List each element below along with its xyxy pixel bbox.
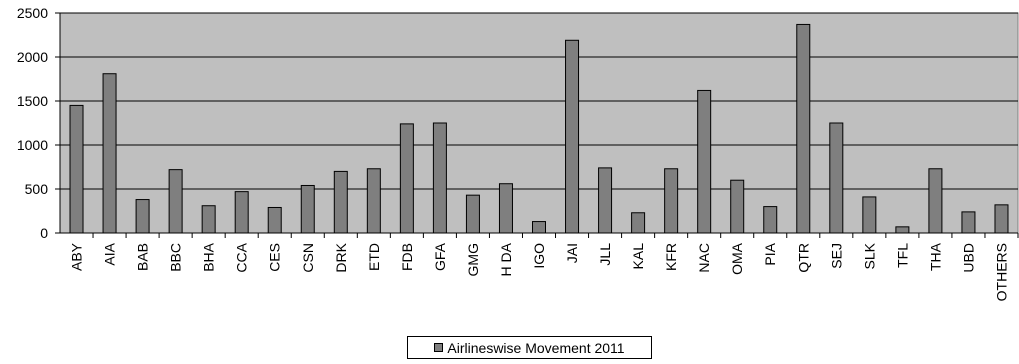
x-tick-label: H DA [498, 242, 514, 276]
x-tick-label: QTR [795, 243, 811, 273]
bar [234, 191, 249, 234]
x-tick-label: BBC [168, 243, 184, 272]
y-tick-label: 1000 [17, 137, 48, 153]
bar [961, 211, 976, 234]
x-tick-label: JAI [564, 243, 580, 263]
bar [333, 170, 348, 234]
y-tick-label: 2500 [17, 5, 48, 21]
bar [465, 194, 480, 234]
bar [135, 199, 150, 234]
x-tick-label: TFL [894, 243, 910, 268]
x-tick-label: BAB [135, 243, 151, 271]
bar [697, 89, 712, 234]
bar [201, 205, 216, 234]
x-tick-label: FDB [399, 243, 415, 271]
x-tick-label: ETD [366, 243, 382, 271]
plot-area [59, 12, 1019, 234]
bar [300, 184, 315, 234]
bar [796, 23, 811, 234]
bar [168, 169, 183, 234]
bar [366, 168, 381, 234]
x-tick-label: GMG [465, 243, 481, 276]
x-tick-label: CSN [300, 243, 316, 273]
x-tick-label: NAC [696, 243, 712, 273]
legend-swatch [434, 343, 444, 352]
x-tick-label: KAL [630, 243, 646, 270]
bar [994, 204, 1009, 234]
bar [763, 206, 778, 234]
x-tick-label: IGO [531, 243, 547, 269]
bar [102, 73, 117, 234]
x-tick-label: ABY [69, 242, 85, 271]
bar [598, 167, 613, 234]
bar [862, 196, 877, 234]
x-tick-label: AIA [102, 242, 118, 265]
bar [498, 183, 513, 234]
bar [267, 206, 282, 234]
y-tick-label: 0 [40, 225, 48, 241]
x-tick-label: PIA [762, 242, 778, 265]
y-tick-label: 2000 [17, 49, 48, 65]
x-tick-label: CES [267, 243, 283, 272]
bar [432, 122, 447, 234]
x-tick-label: KFR [663, 243, 679, 271]
x-tick-label: DRK [333, 242, 349, 272]
bar [565, 39, 580, 234]
bar [69, 104, 84, 234]
legend-label: Airlineswise Movement 2011 [447, 339, 625, 356]
bar [730, 179, 745, 234]
x-tick-label: SLK [861, 242, 877, 269]
x-tick-label: SEJ [828, 243, 844, 269]
bar [895, 226, 910, 234]
x-tick-label: THA [927, 242, 943, 271]
x-tick-label: OTHERS [993, 243, 1009, 301]
x-tick-label: GFA [432, 242, 448, 271]
bar [829, 122, 844, 234]
x-tick-label: UBD [960, 243, 976, 273]
x-tick-label: JLL [597, 243, 613, 266]
x-tick-label: BHA [201, 242, 217, 271]
legend: Airlineswise Movement 2011 [407, 336, 652, 359]
bar [631, 212, 646, 234]
y-tick-label: 1500 [17, 93, 48, 109]
bar [399, 123, 414, 234]
bar [928, 168, 943, 234]
bar [532, 221, 546, 234]
y-tick-label: 500 [25, 181, 49, 197]
x-tick-label: OMA [729, 242, 745, 275]
x-tick-label: CCA [234, 242, 250, 272]
bar [664, 168, 679, 234]
